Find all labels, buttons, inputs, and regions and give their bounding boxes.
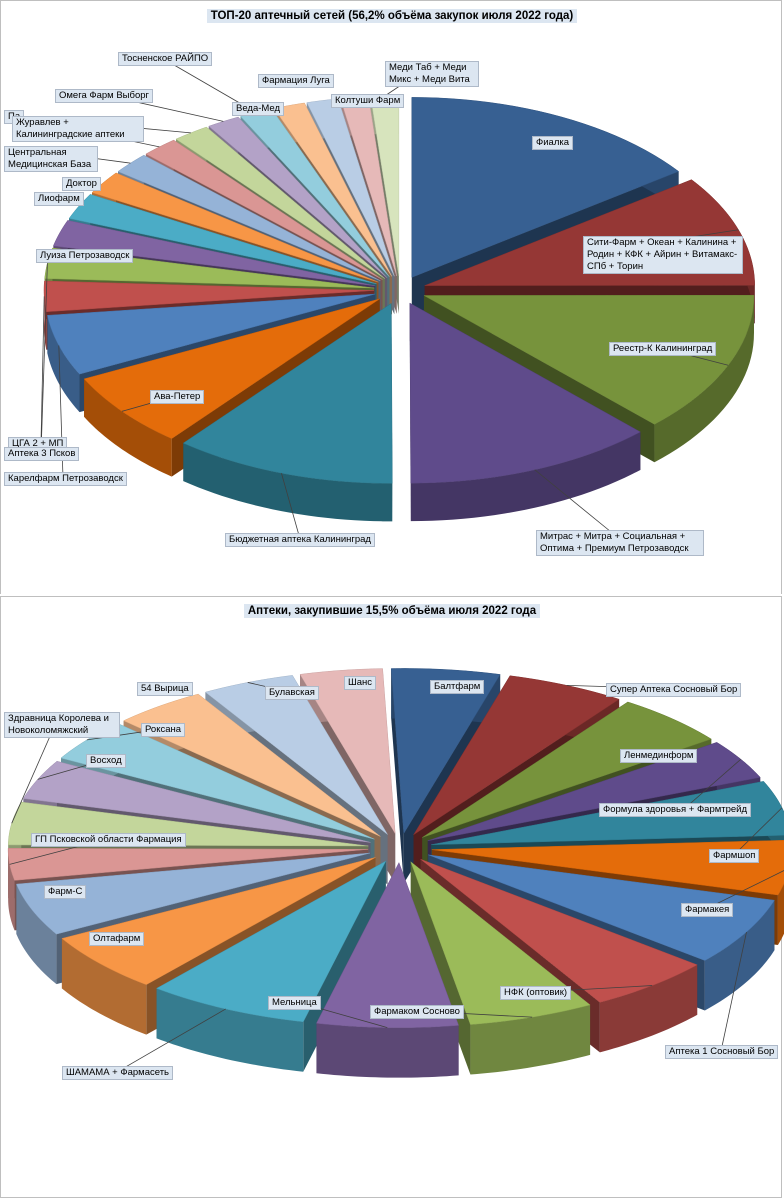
pie-slice-3-top [427, 742, 761, 841]
leader-line-6 [720, 931, 747, 1052]
slice-label-11: Олтафарм [89, 932, 145, 946]
pie-slice-17-top [123, 693, 381, 837]
slice-label-19: Колтуши Фарм [331, 94, 405, 108]
pie-slice-19-top [299, 668, 396, 834]
slice-label-12: Фарм-С [44, 885, 87, 899]
pie-slice-7-edge [44, 280, 47, 350]
pie-slice-11-top [61, 857, 376, 985]
pie-slice-9-edge [316, 1023, 459, 1078]
slice-label-9: Мельница [268, 996, 321, 1010]
slice-label-13: ГП Псковской области Фармация [31, 833, 186, 847]
pie-slice-12-edge [16, 884, 57, 985]
slice-label-3: Митрас + Митра + Социальная + Оптима + П… [536, 530, 704, 556]
pie-slice-4-edge [183, 443, 393, 522]
chart-title-bottom-text: Аптеки, закупившие 15,5% объёма июля 202… [243, 604, 541, 618]
slice-label-5: Ава-Петер [150, 390, 205, 404]
leader-line-3 [683, 758, 742, 810]
pie-slice-10-edge [156, 988, 304, 1072]
pie-slice-5-edge [84, 378, 172, 477]
slice-label-6: Аптека 1 Сосновый Бор [665, 1045, 779, 1059]
chart-title-bottom: Аптеки, закупившие 15,5% объёма июля 202… [0, 604, 784, 618]
slice-label-8: Аптека 3 Псков [4, 447, 80, 461]
pie-slice-2-top [423, 294, 755, 425]
slice-label-8: Фармаком Сосново [370, 1005, 464, 1019]
slice-label-10: ШАМАМА + Фармасеть [62, 1066, 173, 1080]
leader-line-4 [281, 472, 301, 540]
slice-label-16: Роксана [141, 723, 186, 737]
slice-label-10: Лиофарм [34, 192, 84, 206]
pie-slice-6-top [47, 293, 376, 375]
slice-label-4: Фармшоп [709, 849, 760, 863]
leader-line-8 [40, 263, 48, 454]
pie-slice-10-top [68, 194, 377, 285]
slice-label-6: Карелфарм Петрозаводск [4, 472, 127, 486]
slice-label-0: Фиалка [532, 136, 574, 150]
pie-slice-8-top [410, 861, 591, 1025]
slice-label-20: Меди Таб + Меди Микс + Меди Вита [385, 61, 479, 87]
slice-label-2: Реестр-К Калининград [609, 342, 717, 356]
slice-label-9: Луиза Петрозаводск [36, 249, 134, 263]
slice-label-14: Журавлев + Калининградские аптеки [12, 116, 144, 142]
pie-slice-5-top [431, 840, 784, 896]
pie-slice-0-side-0 [391, 668, 404, 884]
chart-title-top-text: ТОП-20 аптечный сетей (56,2% объёма заку… [206, 9, 578, 23]
slice-label-16: Тосненское РАЙПО [118, 52, 213, 66]
slice-label-1: Супер Аптека Сосновый Бор [606, 683, 742, 697]
pie-slice-13-top [145, 139, 383, 280]
slice-label-3: Формула здоровья + Фармтрейд [599, 803, 752, 817]
leader-line-4 [733, 807, 783, 856]
pie-slice-6-edge [47, 315, 80, 413]
leader-line-10 [116, 1008, 226, 1073]
slice-label-17: Веда-Мед [232, 102, 285, 116]
pie-slice-9-top [53, 220, 376, 287]
slice-label-18: Фармация Луга [258, 74, 334, 88]
slice-label-19: Шанс [344, 676, 376, 690]
slice-label-18: Булавская [265, 686, 319, 700]
pie-slice-1-top [413, 675, 620, 835]
chart-title-top: ТОП-20 аптечный сетей (56,2% объёма заку… [0, 9, 784, 23]
pie-slice-2-edge [654, 295, 754, 463]
pie-slice-13-edge [8, 848, 15, 931]
pie-slice-0-top [390, 668, 501, 835]
slice-label-1: Сити-Фарм + Океан + Калинина + Родин + К… [583, 236, 743, 274]
pie-slice-15-top [23, 760, 371, 843]
pie-slice-12-top [117, 154, 381, 281]
pie-slice-0-top [411, 97, 680, 278]
pie-slice-5-edge [777, 883, 784, 945]
slice-label-14: Здравница Королева и Новоколомяжский [4, 712, 120, 738]
slice-label-15: Омега Фарм Выборг [55, 89, 153, 103]
slice-label-5: Фармакея [681, 903, 734, 917]
pie-slice-3 [409, 302, 641, 522]
slice-label-17: 54 Вырица [137, 682, 193, 696]
slice-label-15: Восход [86, 754, 126, 768]
leader-line-3 [534, 469, 617, 537]
pie-slice-11-edge [61, 938, 147, 1035]
pie-slice-7-edge [599, 964, 698, 1053]
slice-label-7: НФК (оптовик) [500, 986, 572, 1000]
slice-label-2: Ленмединформ [620, 749, 698, 763]
pie-slice-8-edge [470, 1004, 591, 1075]
leader-line-7 [40, 296, 45, 444]
slice-label-12: Центральная Медицинская База [4, 146, 98, 172]
leader-line-5 [705, 870, 784, 910]
pie-slice-3-edge [410, 431, 641, 522]
slice-label-0: Балтфарм [430, 680, 485, 694]
pie-slice-18-top [204, 675, 388, 835]
slice-label-11: Доктор [62, 177, 101, 191]
pie-slice-14-top [175, 126, 385, 279]
slice-label-4: Бюджетная аптека Калининград [225, 533, 375, 547]
pie-slice-6-edge [704, 900, 775, 1011]
pie-slice-2-top [422, 701, 712, 838]
pie-slice-4 [182, 302, 393, 522]
pie-slice-12-top [16, 852, 371, 935]
